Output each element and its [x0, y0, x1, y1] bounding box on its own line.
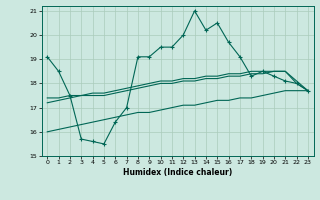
X-axis label: Humidex (Indice chaleur): Humidex (Indice chaleur) [123, 168, 232, 177]
